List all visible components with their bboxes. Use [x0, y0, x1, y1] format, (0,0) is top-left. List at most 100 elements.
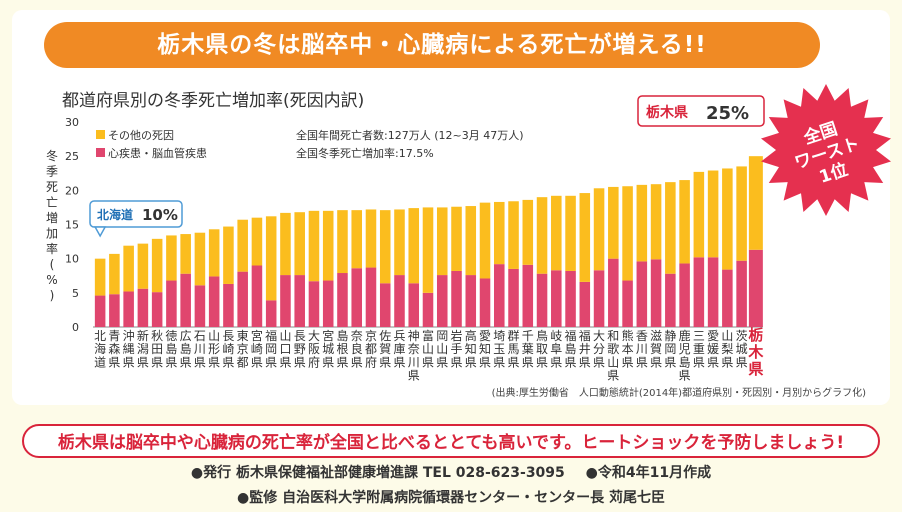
callout-right-name: 栃木県 — [646, 104, 688, 121]
category-label-char: 川 — [636, 342, 648, 356]
category-label-char: 取 — [536, 342, 548, 356]
category-label-char: 手 — [451, 342, 463, 356]
category-label-char: 県 — [451, 355, 463, 369]
category-label-char: 島 — [336, 328, 348, 343]
category-label-char: 縄 — [123, 341, 135, 356]
category-label-char: 県 — [479, 355, 491, 369]
category-label-char: 分 — [593, 342, 605, 356]
category-label-char: 県 — [721, 355, 733, 369]
bar-cardio-12 — [251, 265, 263, 327]
bar-other-16 — [308, 210, 320, 282]
bar-cardio-1 — [94, 295, 106, 327]
category-label-char: 道 — [94, 355, 106, 369]
bar-other-12 — [251, 217, 263, 266]
category-label-char: 静 — [664, 329, 676, 343]
category-label-char: 山 — [279, 329, 291, 343]
category-label-char: 口 — [279, 342, 291, 356]
category-label-char: 阪 — [308, 342, 320, 356]
bar-other-9 — [208, 229, 220, 277]
date-text: ●令和4年11月作成 — [585, 465, 712, 481]
category-label-char: 秋 — [151, 329, 163, 343]
category-label-char: 県 — [664, 355, 676, 369]
category-label-char: 高 — [465, 328, 477, 343]
category-label-char: 滋 — [650, 329, 662, 343]
category-label-char: 城 — [736, 342, 748, 356]
category-label-char: 山 — [208, 329, 220, 343]
bar-other-46 — [736, 166, 747, 261]
bar-other-27 — [465, 206, 477, 276]
category-label-char: 県 — [351, 355, 363, 369]
category-label-char: 山 — [436, 342, 448, 356]
category-label-char: 長 — [222, 329, 234, 343]
bar-cardio-15 — [294, 275, 305, 327]
bar-cardio-4 — [137, 288, 149, 327]
bar-other-25 — [436, 207, 448, 276]
bar-other-19 — [351, 210, 362, 269]
bar-cardio-28 — [479, 278, 491, 327]
category-label-char: 田 — [151, 342, 163, 356]
category-label-char: 県 — [579, 355, 591, 369]
bar-other-17 — [322, 210, 334, 281]
bar-cardio-33 — [551, 270, 562, 327]
bar-cardio-32 — [536, 273, 548, 327]
warning-message: 栃木県は脳卒中や心臓病の死亡率が全国と比べるととても高いです。ヒートショックを予… — [22, 424, 880, 458]
bar-cardio-30 — [508, 268, 519, 327]
bar-other-28 — [479, 202, 491, 279]
category-label-char: 長 — [294, 329, 306, 343]
category-label-char: 玉 — [493, 342, 505, 356]
category-label-char: 県 — [465, 355, 477, 369]
bar-cardio-21 — [379, 283, 391, 327]
category-label-char: 賀 — [379, 342, 391, 356]
category-label-char: 本 — [622, 342, 634, 356]
bar-cardio-29 — [494, 264, 505, 327]
bar-other-44 — [707, 170, 719, 258]
category-label-char: 県 — [707, 355, 719, 369]
category-label-char: 県 — [222, 355, 234, 369]
category-label-char: 島 — [565, 341, 577, 356]
bar-cardio-3 — [123, 291, 134, 327]
bar-other-3 — [123, 245, 134, 292]
bar-cardio-10 — [223, 283, 234, 327]
category-label-char: 宮 — [251, 328, 263, 343]
category-label-char: 媛 — [707, 342, 719, 356]
callout-right-value: 25% — [706, 103, 749, 124]
bar-cardio-43 — [693, 257, 705, 327]
category-label-char: 県 — [151, 355, 163, 369]
category-label-char: 宮 — [322, 328, 334, 343]
category-label-char: 京 — [365, 329, 377, 343]
category-label-char: 崎 — [222, 342, 234, 356]
category-label-char: 県 — [208, 355, 220, 369]
category-label-char: 大 — [308, 329, 320, 343]
category-label-char: 県 — [508, 355, 520, 369]
bar-other-37 — [608, 186, 619, 259]
category-label-char: 県 — [123, 355, 135, 369]
bar-cardio-8 — [194, 285, 206, 327]
category-label-char: 川 — [194, 342, 206, 356]
category-label-char: 県 — [622, 355, 634, 369]
supervisor-text: ●監修 自治医科大学附属病院循環器センター・センター長 苅尾七臣 — [237, 490, 665, 506]
category-label-char: 県 — [265, 355, 277, 369]
legend-label: その他の死因 — [108, 129, 174, 142]
category-label-char: 県 — [522, 355, 534, 369]
footer-line-1: ●発行 栃木県保健福祉部健康増進課 TEL 028-623-3095 ●令和4年… — [0, 462, 902, 482]
category-label-char: 熊 — [622, 328, 634, 343]
source-note: (出典:厚生労働省 人口動態統計(2014年)都道府県別・死因別・月別からグラフ… — [492, 386, 867, 399]
bar-other-26 — [451, 206, 462, 271]
worst-badge-starburst — [761, 84, 891, 216]
category-label-char: 鹿 — [679, 328, 691, 343]
callout-box-right — [637, 95, 765, 127]
y-tick-label: 10 — [65, 253, 79, 266]
category-label-char: 岡 — [664, 342, 676, 356]
headline-banner: 栃木県の冬は脳卒中・心臓病による死亡が増える!! — [44, 22, 820, 68]
category-label-char: 栃 — [748, 326, 763, 344]
summary-note: 全国冬季死亡増加率:17.5% — [296, 146, 434, 160]
bar-other-24 — [422, 207, 434, 293]
category-label-char: 都 — [365, 342, 377, 356]
category-label-char: 県 — [593, 355, 605, 369]
y-axis-label-char: ) — [50, 289, 55, 303]
bar-cardio-5 — [151, 292, 163, 327]
bar-other-18 — [337, 210, 348, 274]
category-label-char: 広 — [180, 329, 192, 343]
y-axis-label-char: 亡 — [46, 196, 58, 210]
category-label-char: 海 — [94, 341, 106, 356]
